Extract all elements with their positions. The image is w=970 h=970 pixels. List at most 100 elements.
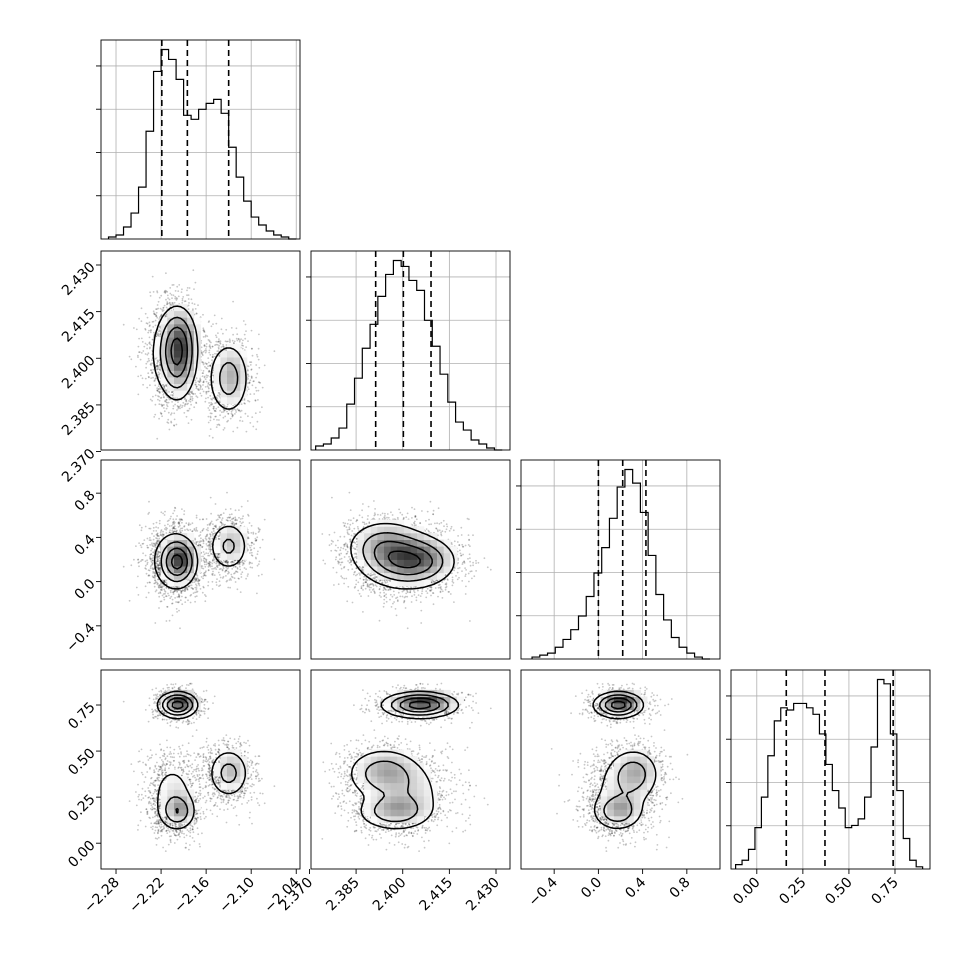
sample-point [154,313,157,316]
sample-point [231,408,234,411]
sample-point [236,426,239,429]
sample-point [169,287,172,289]
sample-point [226,405,229,408]
sample-point [249,379,252,382]
sample-point [251,384,254,387]
sample-point [205,374,208,377]
sample-point [200,346,203,349]
sample-point [202,372,205,374]
sample-point [202,336,205,338]
sample-point [166,302,169,305]
sample-point [220,317,223,320]
sample-point [229,417,232,420]
sample-point [165,313,168,316]
sample-point [204,386,207,388]
sample-point [222,411,225,413]
sample-point [181,529,184,532]
sample-point [209,419,212,422]
sample-point [158,399,161,402]
sample-point [156,333,159,336]
sample-point [210,398,213,400]
sample-point [140,307,143,310]
sample-point [176,285,179,288]
sample-point [233,340,236,343]
sample-point [245,577,248,580]
density-cell [220,396,228,404]
sample-point [195,395,198,397]
sample-point [171,391,173,393]
sample-point [231,414,234,417]
sample-point [232,333,235,336]
density-cell [233,357,241,365]
sample-point [159,307,162,310]
sample-point [208,384,211,386]
sample-point [153,313,156,316]
sample-point [199,388,202,390]
sample-point [219,409,222,412]
sample-point [212,323,214,325]
sample-point [133,558,135,561]
sample-point [163,290,166,293]
density-cell [233,390,241,398]
sample-point [171,401,174,403]
hist-panel-0 [96,40,300,240]
sample-point [189,400,192,403]
sample-point [202,380,205,383]
sample-point [157,388,160,390]
sample-point [192,269,195,272]
sample-point [273,558,276,561]
sample-point [187,402,190,405]
sample-point [156,387,159,390]
sample-point [214,352,216,355]
sample-point [211,345,214,348]
sample-point [257,389,260,392]
sample-point [209,535,212,538]
sample-point [207,390,209,393]
sample-point [247,388,250,390]
histogram-step [315,259,503,451]
sample-point [250,377,253,379]
sample-point [207,381,210,384]
sample-point [171,602,174,605]
sample-point [239,568,242,571]
sample-point [207,407,210,409]
sample-point [222,403,225,406]
sample-point [227,419,230,422]
sample-point [173,509,176,512]
sample-point [234,581,237,583]
sample-point [166,303,168,306]
sample-point [245,430,248,433]
sample-point [151,321,154,323]
sample-point [174,290,177,292]
sample-point [156,364,159,367]
sample-point [226,410,228,413]
sample-point [207,365,210,368]
sample-point [242,515,245,518]
density-cell [227,377,234,384]
density-cell [174,310,181,318]
sample-point [154,384,157,387]
sample-point [261,406,263,409]
sample-point [165,407,168,410]
sample-point [160,403,163,406]
sample-point [208,340,211,343]
sample-point [215,426,218,428]
sample-point [164,315,167,318]
sample-point [165,306,168,309]
sample-point [181,302,184,304]
sample-point [213,409,216,412]
sample-point [207,584,210,587]
sample-point [192,308,194,311]
sample-point [203,563,206,566]
sample-point [243,333,246,336]
sample-point [235,337,238,340]
sample-point [202,329,205,331]
sample-point [165,290,168,292]
density-cell [227,396,234,404]
sample-point [218,393,221,396]
sample-point [146,360,149,363]
sample-point [232,404,235,407]
sample-point [227,586,230,589]
sample-point [221,411,223,414]
